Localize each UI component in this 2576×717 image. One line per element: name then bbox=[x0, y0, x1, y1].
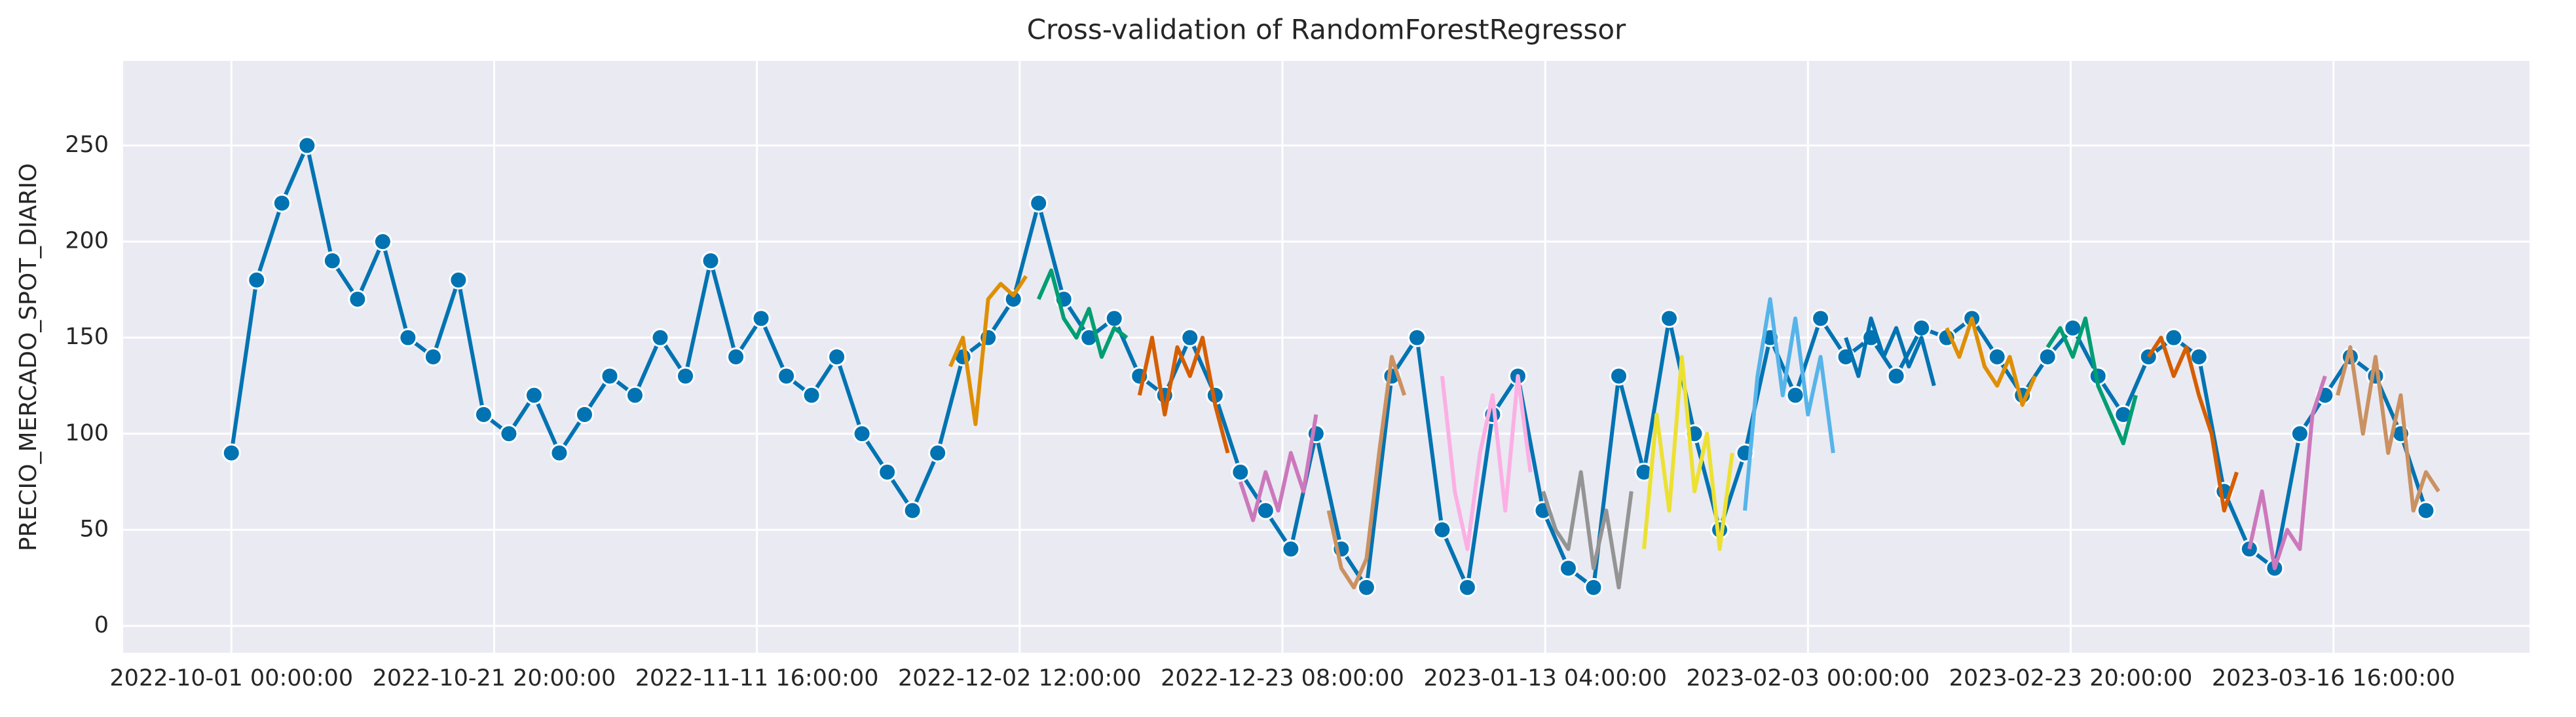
data-point bbox=[524, 385, 544, 405]
data-point bbox=[903, 501, 922, 520]
data-point bbox=[751, 309, 771, 328]
series-line bbox=[1743, 297, 1835, 511]
x-tick-label: 2022-10-21 20:00:00 bbox=[373, 665, 616, 691]
x-tick-label: 2023-03-16 16:00:00 bbox=[2212, 665, 2455, 691]
data-point bbox=[878, 462, 897, 482]
data-point bbox=[1457, 577, 1477, 597]
data-point bbox=[474, 404, 493, 424]
data-point bbox=[1811, 309, 1831, 328]
data-point bbox=[1356, 577, 1376, 597]
data-point bbox=[1180, 328, 1200, 347]
data-point bbox=[1256, 501, 1275, 520]
data-point bbox=[1584, 577, 1603, 597]
data-point bbox=[2416, 501, 2436, 520]
data-point bbox=[2290, 424, 2309, 444]
data-point bbox=[1785, 385, 1805, 405]
x-tick-label: 2022-11-11 16:00:00 bbox=[635, 665, 879, 691]
data-point bbox=[322, 251, 342, 271]
series-line bbox=[2336, 345, 2440, 513]
data-point bbox=[348, 290, 367, 309]
series-line bbox=[229, 144, 2428, 590]
series-line bbox=[948, 275, 1028, 427]
y-tick-label: 250 bbox=[65, 132, 109, 158]
data-point bbox=[650, 328, 670, 347]
data-point bbox=[802, 385, 821, 405]
plot-background bbox=[123, 61, 2529, 653]
series-line bbox=[1844, 316, 1936, 387]
data-point bbox=[449, 270, 468, 290]
data-point bbox=[1558, 558, 1578, 578]
axis-labels: 0 50 100 150 200 250 2022-10-01 00:00:00 2022-1… bbox=[65, 132, 2455, 691]
series-line bbox=[1326, 355, 1407, 590]
series-line bbox=[2146, 336, 2239, 513]
data-point bbox=[1003, 290, 1023, 309]
x-tick-label: 2022-10-01 00:00:00 bbox=[109, 665, 353, 691]
fold-lines bbox=[948, 268, 2440, 590]
y-tick-label: 50 bbox=[79, 516, 109, 542]
series-line bbox=[1440, 374, 1533, 551]
chart-title: Cross-validation of RandomForestRegresso… bbox=[1027, 14, 1626, 46]
data-point bbox=[297, 136, 317, 155]
data-point bbox=[777, 366, 796, 386]
data-point bbox=[1886, 366, 1906, 386]
data-point bbox=[726, 347, 746, 366]
data-point bbox=[1029, 193, 1049, 213]
data-point bbox=[221, 443, 241, 463]
x-tick-label: 2023-01-13 04:00:00 bbox=[1423, 665, 1667, 691]
series-line bbox=[2045, 316, 2138, 446]
data-point bbox=[1231, 462, 1250, 482]
data-point bbox=[827, 347, 847, 366]
data-point bbox=[1609, 366, 1629, 386]
data-point bbox=[574, 404, 594, 424]
x-tick-label: 2023-02-03 00:00:00 bbox=[1686, 665, 1930, 691]
data-point bbox=[1407, 328, 1427, 347]
series-line bbox=[1642, 355, 1734, 551]
data-point bbox=[1281, 539, 1301, 559]
data-point bbox=[1912, 319, 1932, 338]
x-tick-label: 2023-02-23 20:00:00 bbox=[1949, 665, 2193, 691]
y-axis-label: PRECIO_MERCADO_SPOT_DIARIO bbox=[15, 163, 42, 551]
x-tick-label: 2022-12-23 08:00:00 bbox=[1161, 665, 1404, 691]
data-point bbox=[373, 232, 392, 252]
data-point bbox=[272, 193, 291, 213]
series-line bbox=[1541, 470, 1633, 590]
data-point bbox=[1660, 309, 1679, 328]
series-line bbox=[1945, 316, 2037, 407]
grid bbox=[123, 61, 2529, 653]
data-point bbox=[499, 424, 519, 444]
series-line bbox=[2247, 375, 2327, 570]
y-tick-label: 150 bbox=[65, 324, 109, 350]
data-point bbox=[398, 328, 418, 347]
y-tick-label: 100 bbox=[65, 420, 109, 446]
data-point bbox=[1104, 309, 1124, 328]
y-tick-label: 200 bbox=[65, 228, 109, 254]
data-point bbox=[2164, 328, 2184, 347]
data-point bbox=[247, 270, 267, 290]
data-point bbox=[600, 366, 620, 386]
series-line bbox=[1137, 336, 1230, 454]
series-lines bbox=[229, 144, 2428, 590]
data-point bbox=[1987, 347, 2007, 366]
data-point bbox=[701, 251, 720, 271]
data-point bbox=[2038, 347, 2057, 366]
data-point bbox=[676, 366, 696, 386]
data-point bbox=[1432, 520, 1452, 539]
data-point bbox=[550, 443, 569, 463]
y-tick-label: 0 bbox=[94, 612, 109, 638]
series-line bbox=[1238, 414, 1318, 522]
series-line bbox=[1036, 268, 1129, 359]
data-point bbox=[2189, 347, 2209, 366]
data-point bbox=[928, 443, 948, 463]
data-point bbox=[423, 347, 443, 366]
data-point bbox=[625, 385, 644, 405]
x-tick-label: 2022-12-02 12:00:00 bbox=[898, 665, 1142, 691]
data-point bbox=[852, 424, 872, 444]
